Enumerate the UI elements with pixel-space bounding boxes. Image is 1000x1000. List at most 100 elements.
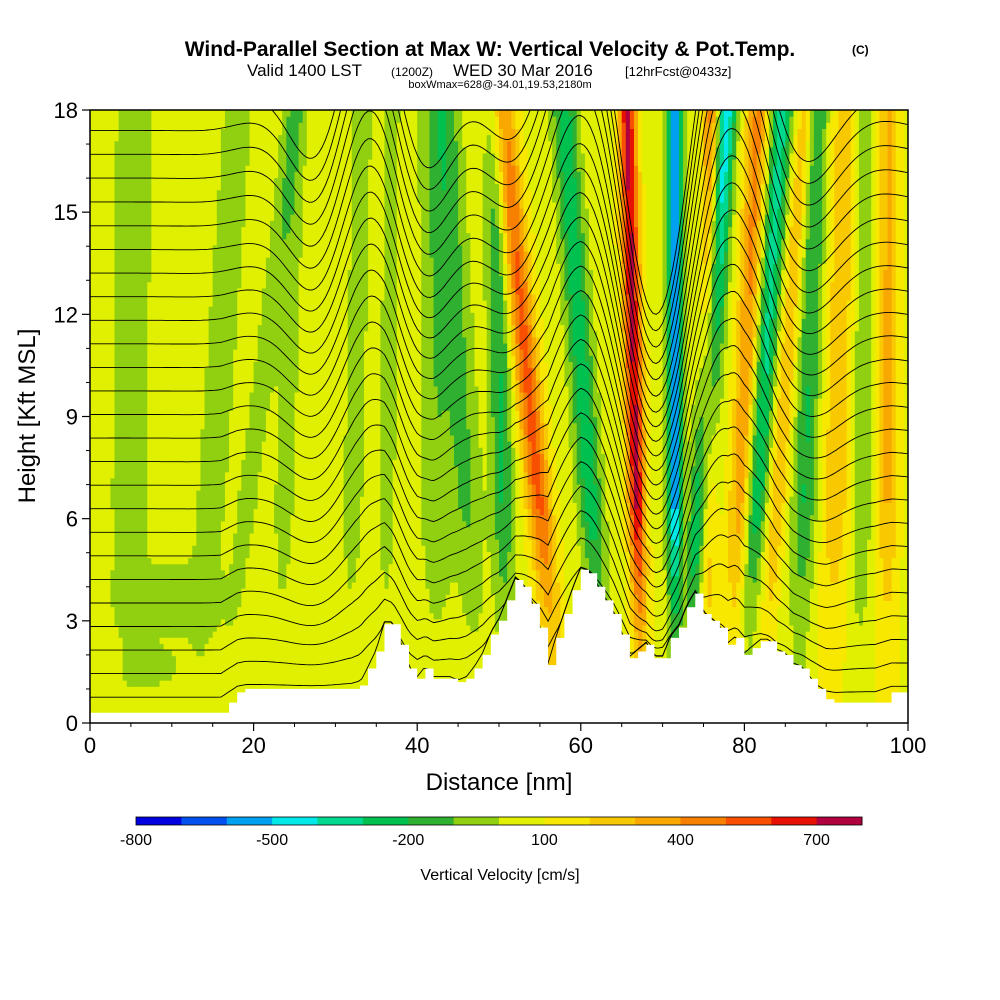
w-cell: [752, 477, 758, 534]
w-cell: [503, 232, 508, 264]
w-cell: [523, 434, 529, 473]
w-cell: [715, 379, 721, 424]
w-cell: [503, 300, 508, 344]
w-cell: [417, 110, 422, 203]
w-cell: [470, 312, 476, 632]
w-cell: [715, 330, 721, 381]
w-cell: [642, 428, 647, 626]
theta-contour-line: [90, 182, 908, 442]
w-cell: [507, 367, 512, 442]
w-cell: [813, 520, 819, 723]
w-cell: [531, 410, 537, 485]
w-cell: [482, 152, 488, 301]
w-cell: [470, 110, 476, 313]
w-cell: [588, 355, 594, 424]
w-cell: [752, 367, 758, 399]
w-cell: [490, 208, 496, 418]
w-cell: [633, 594, 639, 632]
w-cell: [674, 545, 680, 577]
w-cell: [110, 110, 116, 479]
w-cell: [261, 441, 267, 723]
w-cell: [200, 655, 206, 723]
w-cell: [719, 263, 725, 307]
w-cell: [343, 110, 349, 436]
w-cell: [499, 373, 504, 503]
w-cell: [274, 532, 279, 723]
theta-contour-line: [90, 128, 908, 413]
w-cell: [184, 110, 189, 565]
w-cell: [715, 116, 721, 148]
w-cell: [519, 171, 525, 209]
w-cell: [793, 306, 799, 362]
w-cell: [777, 257, 782, 295]
y-axis: 0 3 6 9 12 15 18: [54, 98, 90, 736]
w-cell: [462, 336, 467, 522]
w-cell: [482, 300, 488, 491]
w-cell: [748, 110, 754, 215]
w-cell: [523, 281, 529, 326]
w-cell: [822, 263, 827, 399]
w-cell: [662, 569, 668, 723]
w-cell: [499, 201, 504, 234]
w-cell: [715, 183, 721, 332]
w-cell: [691, 404, 696, 467]
w-cell: [642, 110, 647, 185]
w-cell: [179, 563, 185, 638]
w-cell: [597, 391, 602, 479]
w-cell: [707, 269, 713, 313]
w-cell: [764, 146, 770, 185]
w-cell: [674, 110, 680, 510]
w-cell: [392, 459, 398, 723]
w-cell: [294, 110, 300, 172]
w-cell: [576, 171, 582, 240]
w-cell: [527, 441, 533, 485]
theta-contour-line: [90, 110, 908, 348]
w-cell: [699, 110, 705, 313]
w-cell: [494, 152, 500, 185]
w-cell: [625, 293, 631, 369]
w-cell: [691, 110, 696, 405]
w-cell: [417, 201, 422, 723]
colorbar-swatch: [635, 817, 681, 825]
w-cell: [793, 177, 799, 307]
w-cell: [184, 637, 189, 723]
w-cell: [147, 281, 152, 559]
w-cell: [818, 263, 823, 399]
w-cell: [719, 165, 725, 203]
w-cell: [789, 189, 795, 228]
w-cell: [167, 563, 173, 638]
w-cell: [601, 110, 606, 454]
w-cell: [834, 110, 840, 136]
x-tick-label: 0: [84, 733, 96, 758]
w-cell: [167, 110, 173, 565]
w-cell: [699, 312, 705, 369]
w-cell: [523, 214, 529, 252]
w-cell: [499, 232, 504, 277]
w-cell: [122, 110, 128, 681]
w-cell: [703, 110, 709, 117]
w-cell: [433, 110, 439, 387]
w-cell: [523, 110, 529, 148]
w-cell: [822, 128, 827, 264]
w-cell: [719, 342, 725, 399]
w-cell: [629, 582, 635, 626]
w-cell: [752, 226, 758, 295]
w-cell: [437, 416, 443, 620]
theta-contour-line: [90, 566, 908, 651]
chart-subtitle-date: WED 30 Mar 2016: [453, 61, 593, 80]
w-cell: [486, 110, 492, 136]
w-cell: [736, 110, 741, 142]
w-cell: [760, 110, 766, 142]
w-cell: [139, 110, 144, 687]
w-cell: [543, 496, 549, 565]
colorbar: -800 -500 -200 100 400 700: [120, 816, 863, 849]
w-cell: [564, 232, 570, 301]
w-cell: [220, 128, 226, 522]
w-cell: [593, 539, 598, 601]
w-cell: [241, 110, 247, 228]
w-cell: [224, 624, 230, 723]
w-cell: [482, 539, 488, 723]
w-cell: [699, 545, 705, 583]
w-cell: [633, 508, 639, 540]
w-cell: [711, 110, 717, 123]
